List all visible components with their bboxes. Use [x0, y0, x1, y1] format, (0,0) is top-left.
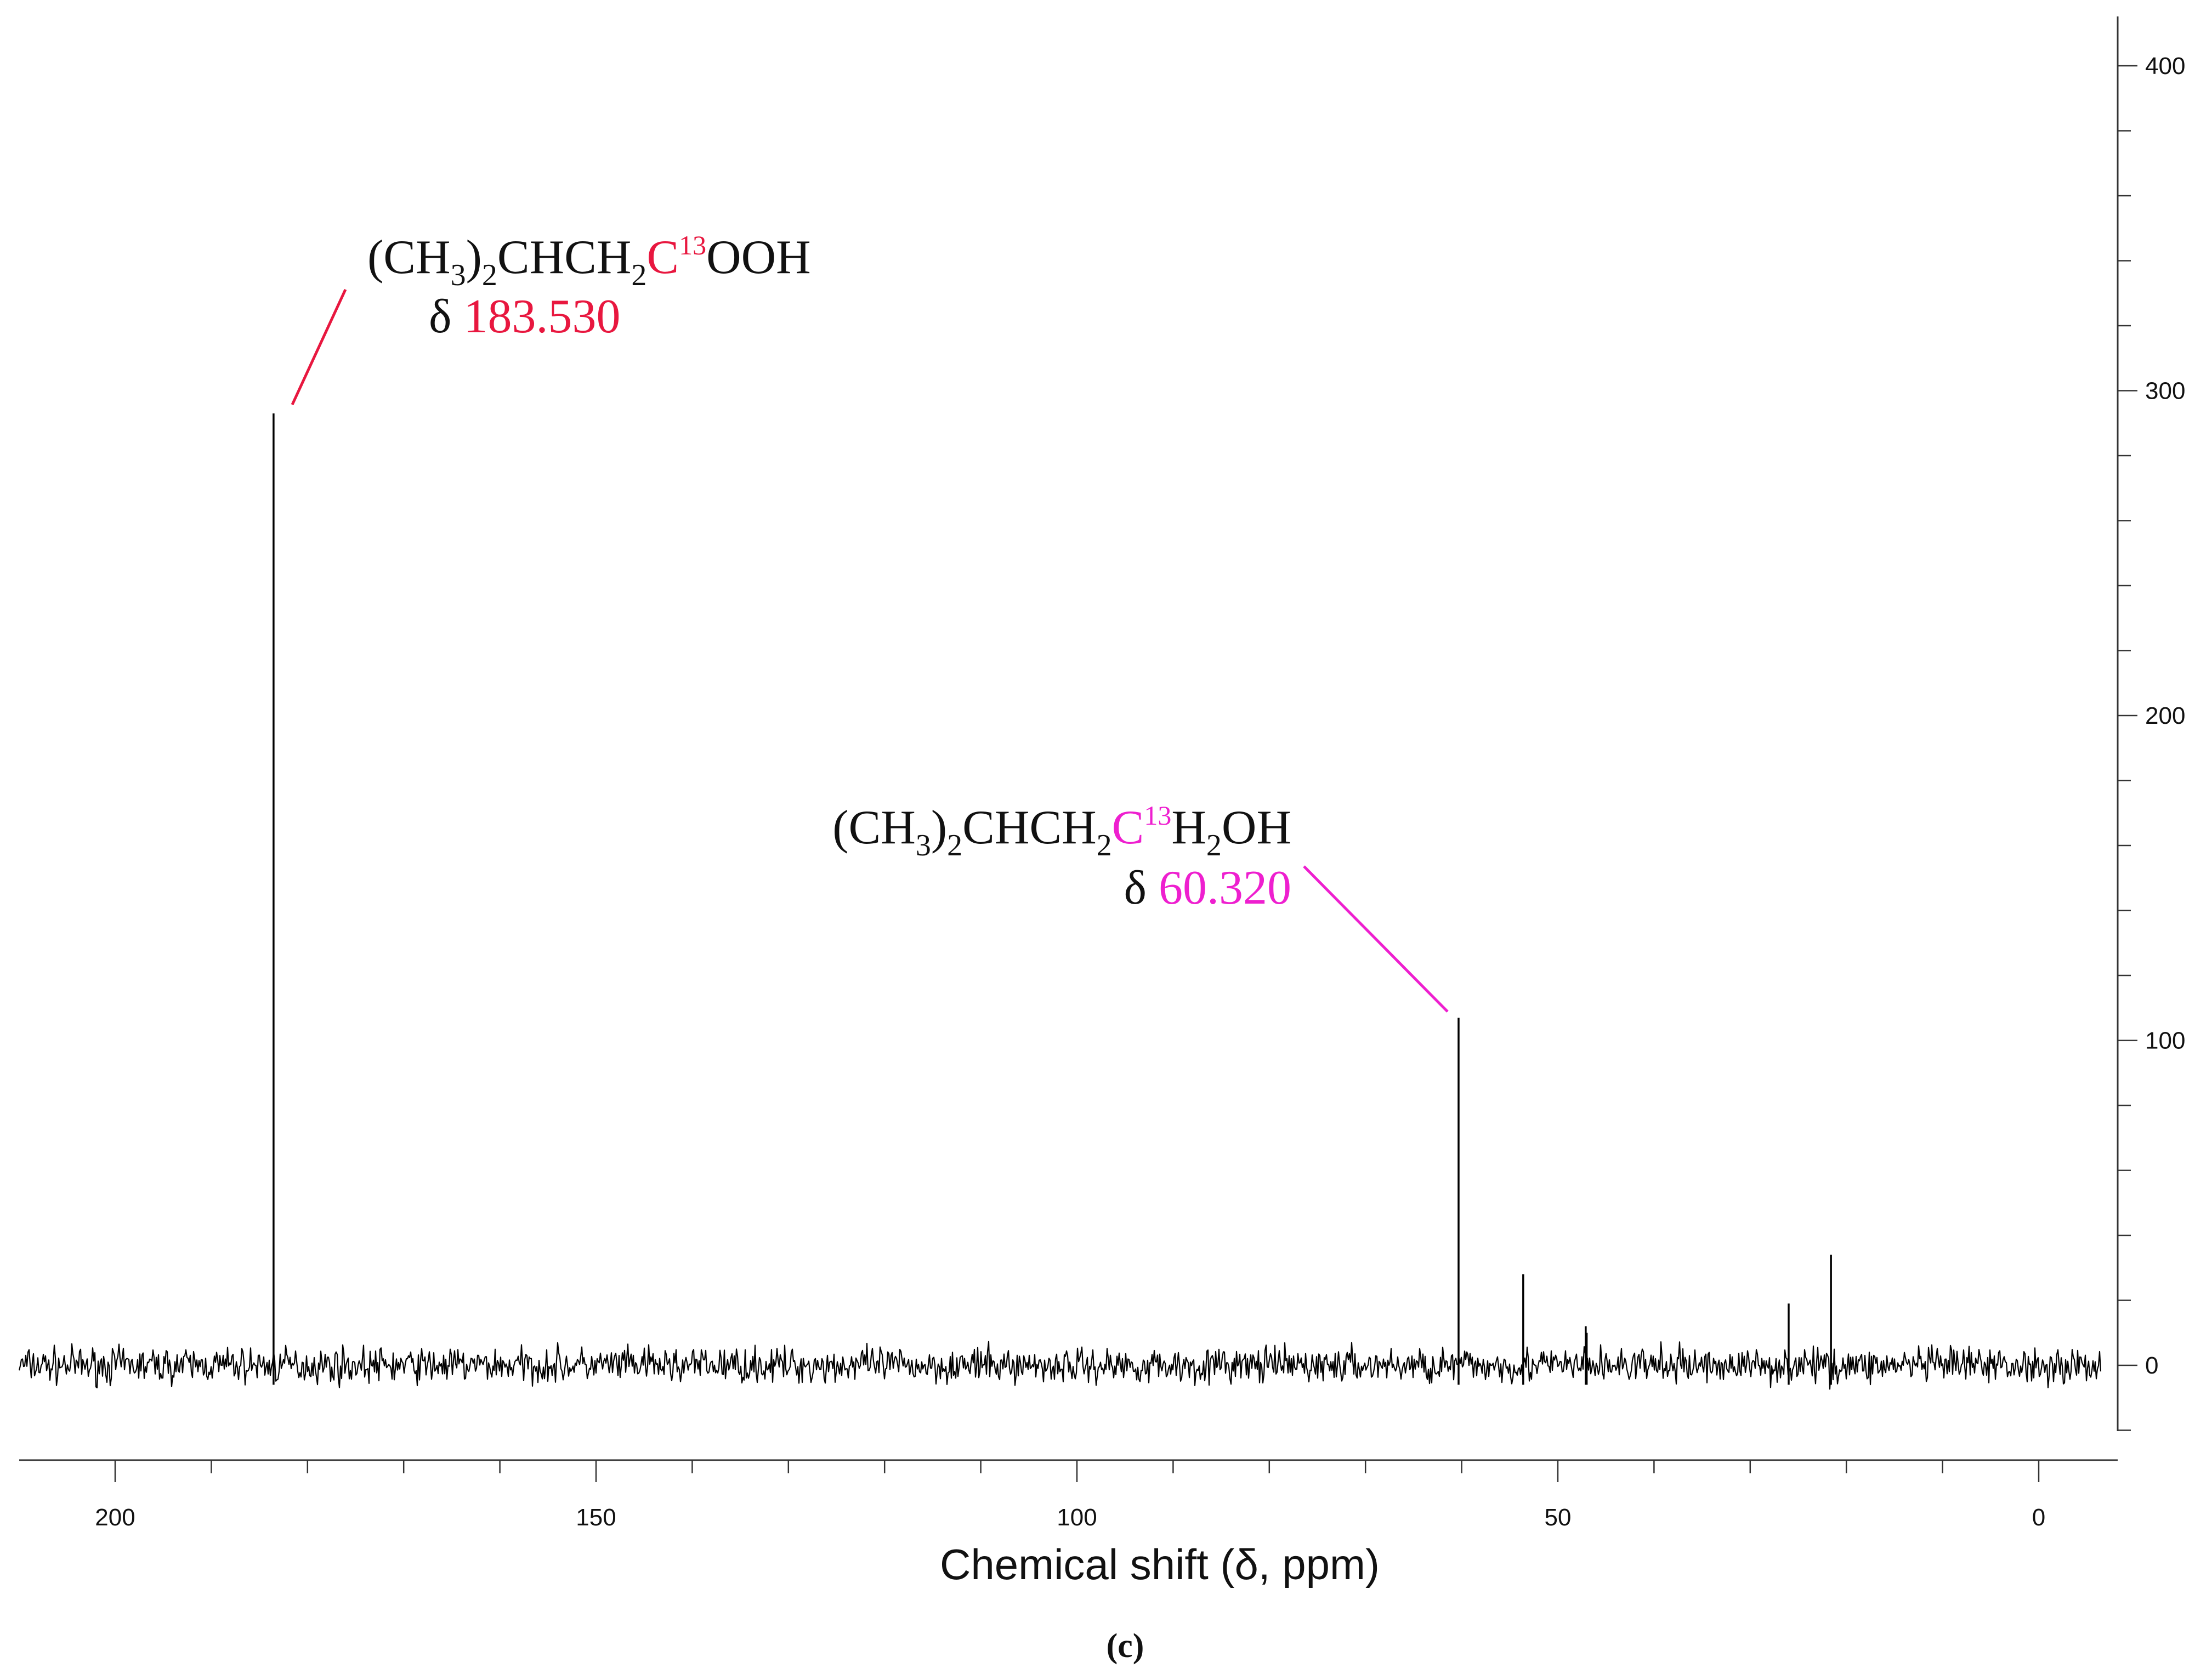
x-tick-label: 150: [576, 1504, 616, 1531]
annotation-shift: δ 183.530: [429, 290, 620, 343]
y-tick-label: 200: [2145, 702, 2185, 729]
annotation-formula: (CH3)2CHCH2C13OOH: [367, 230, 811, 292]
baseline-noise-trace: [18, 1341, 2102, 1390]
annotation-alcohol: (CH3)2CHCH2C13H2OH δ 60.320: [832, 800, 1449, 1013]
x-tick-label: 50: [1545, 1504, 1572, 1531]
annotation-acid: (CH3)2CHCH2C13OOH δ 183.530: [291, 230, 811, 406]
x-tick-label: 200: [95, 1504, 135, 1531]
y-tick-label: 100: [2145, 1028, 2185, 1054]
x-axis: 200 150 100 50 0: [19, 1459, 2118, 1531]
x-tick-label: 0: [2032, 1504, 2045, 1531]
annotation-shift: δ 60.320: [1124, 861, 1291, 915]
y-axis: 400 300 200 100 0: [2117, 16, 2185, 1431]
panel-label: (c): [1107, 1627, 1144, 1665]
y-tick-label: 400: [2145, 53, 2185, 80]
spectrum-trace-layer: [18, 413, 2102, 1390]
x-axis-title: Chemical shift (δ, ppm): [940, 1540, 1380, 1588]
annotation-leader-line: [1303, 865, 1449, 1013]
y-tick-label: 0: [2145, 1352, 2158, 1379]
annotation-formula: (CH3)2CHCH2C13H2OH: [832, 800, 1291, 862]
x-tick-label: 100: [1057, 1504, 1097, 1531]
y-tick-label: 300: [2145, 378, 2185, 405]
annotation-leader-line: [291, 288, 347, 406]
